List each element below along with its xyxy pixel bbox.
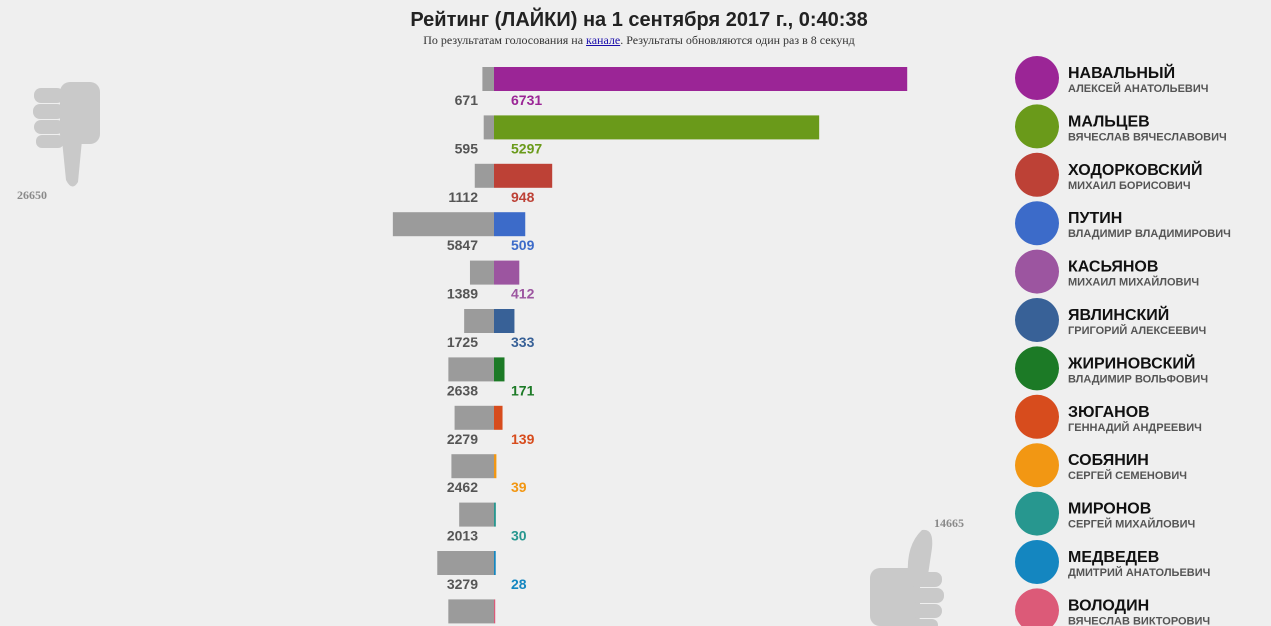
candidate-avatar — [1015, 394, 1059, 439]
like-bar — [494, 551, 496, 575]
chart-title: Рейтинг (ЛАЙКИ) на 1 сентября 2017 г., 0… — [410, 9, 868, 31]
candidate-given-name: СЕРГЕЙ СЕМЕНОВИЧ — [1068, 469, 1187, 482]
candidate-given-name: ДМИТРИЙ АНАТОЛЬЕВИЧ — [1068, 566, 1210, 579]
like-value: 412 — [511, 286, 535, 302]
like-value: 333 — [511, 334, 535, 350]
candidate-given-name: ГРИГОРИЙ АЛЕКСЕЕВИЧ — [1068, 324, 1206, 337]
candidate-surname: ПУТИН — [1068, 210, 1122, 227]
candidate-given-name: ВЛАДИМИР ВОЛЬФОВИЧ — [1068, 373, 1208, 385]
candidate-surname: МЕДВЕДЕВ — [1068, 549, 1159, 566]
candidate-avatar — [1015, 346, 1059, 391]
candidate-surname: ЖИРИНОВСКИЙ — [1067, 353, 1195, 372]
dislike-value: 2013 — [447, 528, 478, 544]
dislike-bar — [437, 551, 494, 575]
candidate-avatar — [1015, 249, 1059, 294]
dislike-bar — [474, 163, 494, 188]
candidate-surname: КАСЬЯНОВ — [1068, 259, 1158, 276]
channel-link[interactable]: канале — [586, 33, 621, 47]
candidate-surname: ХОДОРКОВСКИЙ — [1068, 160, 1202, 179]
candidate-avatar — [1015, 298, 1059, 342]
subtitle-text-before: По результатам голосования на — [423, 33, 587, 47]
dislike-bar — [448, 357, 494, 382]
candidate-avatar — [1015, 201, 1059, 246]
dislike-bar — [459, 502, 494, 527]
dislike-value: 595 — [455, 140, 479, 156]
dislike-bar — [482, 67, 494, 91]
dislike-bar — [469, 260, 494, 285]
dislike-bar — [451, 454, 494, 479]
dislikes-total-label: 26650 — [17, 188, 47, 202]
dislike-value: 5847 — [447, 237, 478, 253]
subtitle-text-after: . Результаты обновляются один раз в 8 се… — [620, 33, 855, 47]
like-bar — [494, 163, 553, 188]
candidate-surname: ЯВЛИНСКИЙ — [1068, 305, 1169, 324]
like-bar — [494, 502, 496, 527]
like-bar — [494, 454, 497, 479]
like-bar — [494, 260, 520, 285]
like-value: 30 — [511, 528, 527, 544]
candidate-avatar — [1015, 588, 1059, 626]
dislike-value: 671 — [455, 92, 479, 108]
like-value: 28 — [511, 576, 527, 592]
like-bar — [494, 115, 820, 140]
candidate-surname: МИРОНОВ — [1068, 501, 1151, 518]
like-value: 948 — [511, 189, 535, 205]
candidate-avatar — [1015, 540, 1059, 584]
candidate-surname: МАЛЬЦЕВ — [1068, 113, 1150, 130]
candidate-given-name: АЛЕКСЕЙ АНАТОЛЬЕВИЧ — [1068, 82, 1209, 95]
dislike-bar — [483, 115, 494, 140]
like-value: 20 — [511, 624, 527, 626]
like-value: 509 — [511, 237, 535, 253]
candidate-given-name: ВЛАДИМИР ВЛАДИМИРОВИЧ — [1068, 228, 1231, 240]
candidate-surname: СОБЯНИН — [1068, 452, 1149, 469]
candidate-avatar — [1015, 104, 1059, 149]
dislike-bar — [448, 599, 494, 624]
dislike-bar — [392, 212, 494, 237]
dislike-value: 1725 — [447, 334, 478, 350]
like-bar — [494, 309, 515, 333]
candidate-surname: ЗЮГАНОВ — [1068, 404, 1150, 421]
dislike-value: 1112 — [448, 189, 478, 205]
dislike-bar — [464, 309, 494, 333]
candidate-given-name: ВЯЧЕСЛАВ ВИКТОРОВИЧ — [1068, 615, 1210, 626]
candidate-avatar — [1015, 152, 1059, 197]
dislike-value: 2638 — [447, 382, 478, 398]
candidate-given-name: МИХАИЛ БОРИСОВИЧ — [1068, 180, 1191, 192]
like-bar — [494, 212, 526, 237]
like-bar — [494, 599, 496, 624]
dislike-value: 1389 — [447, 286, 478, 302]
candidate-given-name: МИХАИЛ МИХАЙЛОВИЧ — [1068, 276, 1199, 289]
like-value: 171 — [511, 382, 535, 398]
candidate-avatar — [1015, 491, 1059, 536]
chart-subtitle: По результатам голосования на канале. Ре… — [0, 33, 1271, 48]
candidate-surname: НАВАЛЬНЫЙ — [1068, 63, 1175, 82]
like-bar — [494, 357, 505, 382]
like-value: 5297 — [511, 140, 542, 156]
like-value: 39 — [511, 479, 527, 495]
like-bar — [494, 405, 503, 430]
candidate-given-name: ГЕННАДИЙ АНДРЕЕВИЧ — [1068, 421, 1202, 434]
dislike-value: 3279 — [447, 576, 478, 592]
candidate-avatar — [1015, 56, 1059, 100]
like-value: 6731 — [511, 92, 542, 108]
dislike-value: 2279 — [447, 431, 478, 447]
dislike-bar — [454, 405, 494, 430]
candidate-surname: ВОЛОДИН — [1068, 597, 1149, 614]
thumbs-down-icon — [33, 82, 100, 187]
dislike-value: 2462 — [447, 479, 478, 495]
candidate-given-name: СЕРГЕЙ МИХАЙЛОВИЧ — [1068, 518, 1195, 531]
dislike-value: 2640 — [447, 624, 478, 626]
candidate-avatar — [1015, 443, 1059, 488]
candidate-given-name: ВЯЧЕСЛАВ ВЯЧЕСЛАВОВИЧ — [1068, 131, 1227, 143]
like-value: 139 — [511, 431, 535, 447]
likes-total-label: 14665 — [934, 516, 964, 530]
like-bar — [494, 67, 908, 91]
thumbs-up-icon — [870, 529, 944, 626]
